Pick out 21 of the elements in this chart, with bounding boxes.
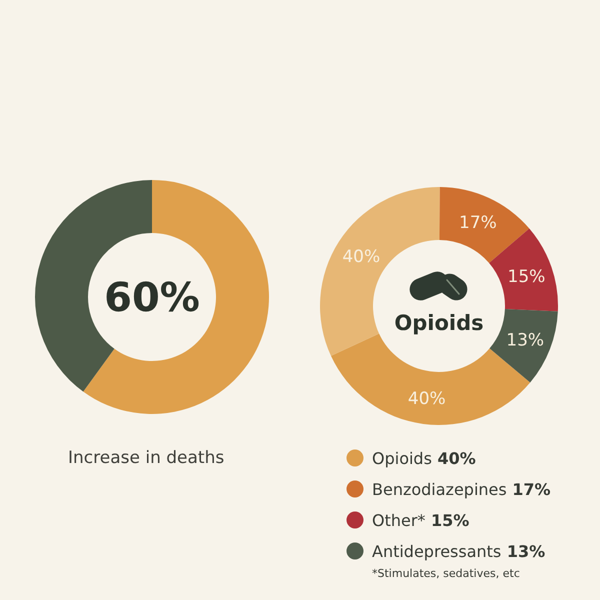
text: *Stimulates, sedatives, etc (372, 567, 520, 580)
donut-slice (490, 308, 558, 382)
text: Increase in deaths (68, 448, 224, 468)
data-label: 40% (342, 247, 380, 268)
text: 15% (431, 510, 470, 530)
data-label: 13% (506, 330, 544, 351)
text: 13% (506, 542, 546, 561)
text: 17% (512, 480, 551, 499)
text: 60% (104, 275, 200, 321)
donut-slice (83, 180, 269, 414)
legend-label: Other* (372, 510, 426, 530)
donut-slice (489, 228, 558, 312)
donut-slice (439, 187, 530, 264)
text: 40% (437, 448, 476, 468)
data-label: 17% (459, 213, 497, 234)
legend-label: Benzodiazepines (372, 480, 507, 499)
data-label: 40% (408, 388, 446, 409)
data-label: 15% (508, 266, 546, 287)
text: Opioids (394, 311, 484, 335)
legend-label: Opioids (372, 448, 432, 468)
legend-label: Antidepressants (372, 542, 502, 561)
